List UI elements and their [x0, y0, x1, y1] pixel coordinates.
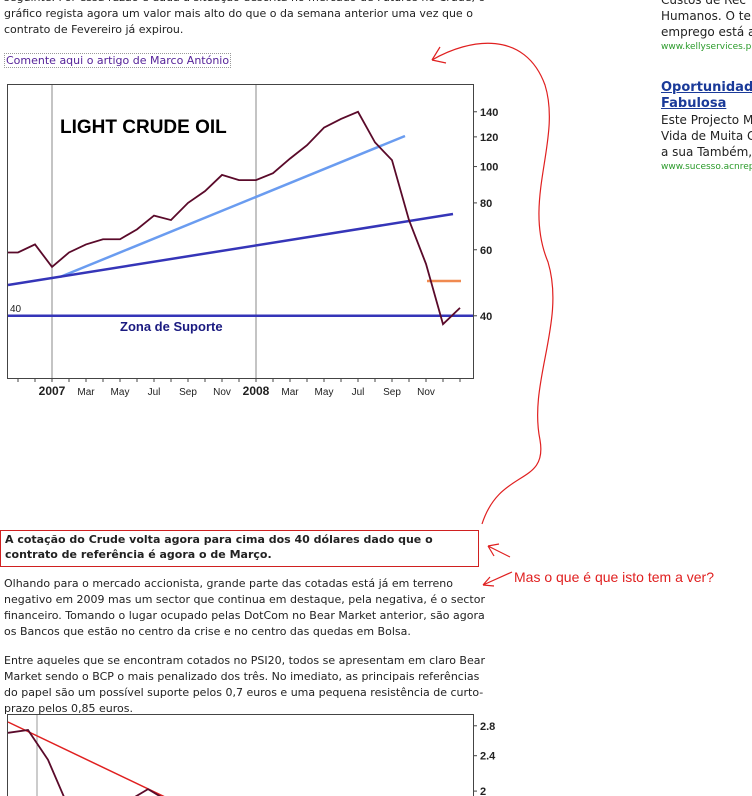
plot-frame [7, 714, 474, 796]
ad-text: emprego está a [661, 25, 752, 39]
x-tick-label: 2007 [39, 384, 66, 398]
y-tick-label: 100 [480, 162, 498, 174]
x-tick-label: Sep [179, 387, 197, 398]
trend-line [7, 212, 454, 287]
text-line: A cotação do Crude volta agora para cima… [5, 533, 433, 546]
paragraph: Olhando para o mercado accionista, grand… [4, 576, 485, 640]
ad-text: Humanos. O te [661, 9, 751, 23]
y-tick-label: 2.8 [480, 721, 495, 733]
support-label: 40 [10, 304, 22, 315]
ad-text: Este Projecto M [661, 113, 752, 127]
sidebar: Custos de Rec Humanos. O te emprego está a… [661, 0, 752, 200]
ad-text: Custos de Rec [661, 0, 746, 7]
x-tick-label: Sep [383, 387, 401, 398]
price-line [8, 110, 461, 326]
y-tick-label: 2 [480, 786, 486, 796]
x-tick-label: Mar [281, 387, 299, 398]
axis-band [0, 379, 505, 409]
text-line: do papel são um possível suporte pelos 0… [4, 686, 484, 699]
ad-url[interactable]: www.sucesso.acnrep [661, 162, 752, 172]
chart-title: LIGHT CRUDE OIL [60, 117, 227, 138]
paragraph: Entre aqueles que se encontram cotados n… [4, 653, 485, 717]
text-line: negativo em 2009 mas um sector que conti… [4, 593, 485, 606]
text-line: Market sendo o BCP o mais penalizado dos… [4, 670, 480, 683]
ad[interactable]: Custos de Rec Humanos. O te emprego está a… [661, 0, 752, 54]
y-tick-label: 80 [480, 198, 492, 210]
text-line: prazo pelos 0,85 euros. [4, 702, 133, 715]
y-tick-label: 60 [480, 245, 492, 257]
ad-title[interactable]: Oportunidad [661, 80, 752, 95]
x-tick-label: May [111, 387, 130, 398]
trend-line [7, 721, 165, 796]
text-line: Entre aqueles que se encontram cotados n… [4, 654, 485, 667]
x-tick-label: Jul [352, 387, 365, 398]
text-line: gráfico regista agora um valor mais alto… [4, 7, 473, 20]
text-line: Olhando para o mercado accionista, grand… [4, 577, 454, 590]
trend-line [59, 134, 406, 279]
annotation: Mas o que é que isto tem a ver? [514, 569, 714, 585]
y-tick-label: 40 [480, 311, 492, 323]
text-line: seguinte. Por essa razão e dada a situaç… [4, 0, 485, 6]
y-tick-label: 140 [480, 107, 498, 119]
x-tick-label: Nov [417, 387, 435, 398]
text-line: financeiro. Tomando o lugar ocupado pela… [4, 609, 485, 622]
x-tick-label: Nov [213, 387, 231, 398]
text-line: contrato de Fevereiro já expirou. [4, 23, 184, 36]
ad-url[interactable]: www.kellyservices.p [661, 42, 752, 52]
x-tick-label: Mar [77, 387, 95, 398]
y-tick-label: 2.4 [480, 751, 496, 763]
annotation: Zona de Suporte [120, 319, 223, 334]
text-line: os Bancos que estão no centro da crise e… [4, 625, 411, 638]
x-tick-label: May [315, 387, 334, 398]
ad-text: a sua Também, [661, 145, 752, 159]
comment-link[interactable]: Comente aqui o artigo de Marco António [4, 53, 232, 68]
price-line [8, 729, 162, 796]
x-tick-label: 2008 [243, 384, 270, 398]
intro: seguinte. Por essa razão e dada a situaç… [4, 0, 485, 38]
highlight-box: A cotação do Crude volta agora para cima… [0, 530, 479, 567]
x-tick-label: Jul [148, 387, 161, 398]
text-line: contrato de referência é agora o de Març… [5, 548, 272, 561]
ad-text: Vida de Muita G [661, 129, 752, 143]
y-tick-label: 120 [480, 132, 498, 144]
freehand-annotation [431, 42, 554, 587]
ad[interactable]: Oportunidad Fabulosa Este Projecto M Vida d… [661, 80, 752, 174]
ad-title[interactable]: Fabulosa [661, 96, 727, 111]
